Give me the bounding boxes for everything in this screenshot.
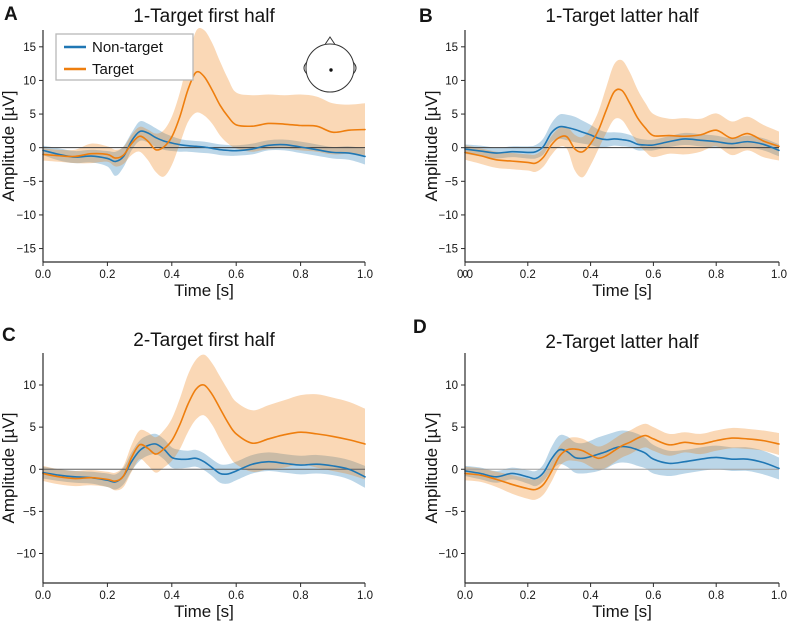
y-tick-label: 10 bbox=[445, 380, 458, 392]
target-confidence-band bbox=[43, 28, 365, 177]
y-tick-label: −10 bbox=[438, 210, 458, 222]
y-tick-label: −10 bbox=[16, 549, 36, 561]
x-tick-label: 1.0 bbox=[357, 269, 373, 281]
x-tick-label: 0.8 bbox=[708, 269, 724, 281]
y-tick-label: 0 bbox=[452, 464, 458, 476]
panel-letter: B bbox=[419, 6, 433, 27]
y-tick-label: −5 bbox=[23, 176, 36, 188]
panel-d: 0.0 0.2 0.4 0.6 0.8 1.0 −10 −5 0 5 10 Time [s] Ampli… bbox=[395, 315, 790, 631]
panel-title: 1-Target latter half bbox=[545, 6, 699, 27]
y-tick-label: 0 bbox=[30, 464, 36, 476]
panel-title: 1-Target first half bbox=[133, 6, 275, 27]
y-tick-label: 5 bbox=[30, 109, 36, 121]
y-tick-label: −5 bbox=[445, 176, 458, 188]
x-tick-label: 0.6 bbox=[228, 269, 244, 281]
x-tick-label: 0.4 bbox=[164, 269, 181, 281]
panel-title: 2-Target first half bbox=[133, 330, 275, 351]
y-tick-label: 0 bbox=[452, 143, 458, 155]
x-axis-label: Time [s] bbox=[174, 281, 234, 300]
x-tick-label: 0.6 bbox=[645, 590, 661, 602]
x-tick-label: 0.8 bbox=[293, 590, 309, 602]
panel-c-plot: 0.0 0.2 0.4 0.6 0.8 1.0 −10 −5 0 5 10 Time [s] Ampli… bbox=[0, 325, 373, 621]
y-axis-label: Amplitude [µV] bbox=[422, 413, 441, 524]
y-tick-label: 15 bbox=[445, 42, 458, 54]
target-confidence-band bbox=[465, 59, 779, 178]
target-mean-curve bbox=[464, 88, 780, 165]
y-tick-label: −10 bbox=[438, 549, 458, 561]
panel-letter: D bbox=[413, 317, 427, 338]
non-target-confidence-band bbox=[43, 120, 365, 176]
y-tick-label: 0 bbox=[30, 143, 36, 155]
x-tick-label: 0.4 bbox=[164, 590, 181, 602]
panel-b: 0.0 0.2 0.4 0.6 0.8 1.0 −15 −10 −5 0 5 10 15 Time [s]… bbox=[395, 0, 790, 315]
y-tick-label: 5 bbox=[452, 109, 458, 121]
x-axis-label: Time [s] bbox=[592, 602, 652, 621]
target-mean-curve bbox=[42, 384, 366, 482]
x-axis-label: Time [s] bbox=[174, 602, 234, 621]
non-target-mean-curve bbox=[464, 125, 780, 154]
target-confidence-band bbox=[43, 354, 365, 491]
panel-letter: C bbox=[2, 325, 16, 346]
y-tick-label: −5 bbox=[445, 506, 458, 518]
x-tick-label: 0.4 bbox=[583, 590, 600, 602]
panel-title: 2-Target latter half bbox=[545, 332, 699, 353]
target-confidence-band bbox=[465, 423, 779, 500]
x-tick-label: 1.0 bbox=[357, 590, 373, 602]
y-tick-label: 10 bbox=[23, 380, 36, 392]
x-tick-label: 1.0 bbox=[771, 590, 787, 602]
y-tick-label: 5 bbox=[452, 422, 458, 434]
target-mean-curve bbox=[464, 434, 780, 491]
x-tick-label: 0.6 bbox=[645, 269, 661, 281]
head-outline bbox=[305, 43, 355, 93]
y-tick-label: 5 bbox=[30, 422, 36, 434]
x-tick-label: 0.2 bbox=[520, 269, 536, 281]
y-tick-label: 10 bbox=[445, 75, 458, 87]
head-nose bbox=[323, 36, 337, 47]
x-tick-label: 0.4 bbox=[583, 269, 600, 281]
y-tick-label: 15 bbox=[23, 42, 36, 54]
legend-label: Target bbox=[92, 61, 135, 78]
x-tick-label: 0.2 bbox=[520, 590, 536, 602]
y-tick-label: −15 bbox=[16, 244, 36, 256]
y-tick-label: −10 bbox=[16, 210, 36, 222]
panel-a-plot: 0.0 0.2 0.4 0.6 0.8 1.0 −15 −10 −5 0 5 10 15 Time [s]… bbox=[0, 4, 373, 300]
x-tick-label: 1.0 bbox=[771, 269, 787, 281]
x-axis-label: Time [s] bbox=[592, 281, 652, 300]
y-axis-label: Amplitude [µV] bbox=[422, 91, 441, 202]
x-tick-label: 0.8 bbox=[708, 590, 724, 602]
non-target-mean-curve bbox=[42, 443, 366, 483]
target-mean-curve bbox=[42, 70, 366, 159]
x-tick-label: 0.6 bbox=[228, 590, 244, 602]
y-axis-label: Amplitude [µV] bbox=[0, 413, 18, 524]
legend-box bbox=[55, 33, 194, 81]
head-electrode-icon bbox=[303, 36, 357, 93]
y-tick-label: 10 bbox=[23, 75, 36, 87]
y-tick-label: −15 bbox=[438, 244, 458, 256]
legend-label: Non-target bbox=[92, 39, 164, 56]
x-tick-label: 0.0 bbox=[35, 269, 51, 281]
x-tick-label: 0.8 bbox=[293, 269, 309, 281]
panel-a: 0.0 0.2 0.4 0.6 0.8 1.0 −15 −10 −5 0 5 10 15 Time [s]… bbox=[0, 0, 395, 315]
x-tick-label: 0.2 bbox=[99, 590, 115, 602]
panel-b-plot: 0.0 0.2 0.4 0.6 0.8 1.0 −15 −10 −5 0 5 10 15 Time [s]… bbox=[419, 6, 787, 300]
x-tick-label: 0.2 bbox=[99, 269, 115, 281]
electrode-dot bbox=[329, 68, 333, 72]
panel-c: 0.0 0.2 0.4 0.6 0.8 1.0 −10 −5 0 5 10 Time [s] Ampli… bbox=[0, 315, 395, 631]
y-axis-label: Amplitude [µV] bbox=[0, 91, 18, 202]
x-tick-label: 0.0 bbox=[457, 269, 473, 281]
panel-letter: A bbox=[4, 4, 18, 25]
y-tick-label: −5 bbox=[23, 506, 36, 518]
panel-d-plot: 0.0 0.2 0.4 0.6 0.8 1.0 −10 −5 0 5 10 Time [s] Ampli… bbox=[413, 317, 787, 621]
axis-artifact-label: 0 bbox=[462, 269, 468, 280]
x-tick-label: 0.0 bbox=[35, 590, 51, 602]
x-tick-label: 0.0 bbox=[457, 590, 473, 602]
non-target-mean-curve bbox=[464, 445, 780, 480]
non-target-mean-curve bbox=[42, 130, 366, 163]
